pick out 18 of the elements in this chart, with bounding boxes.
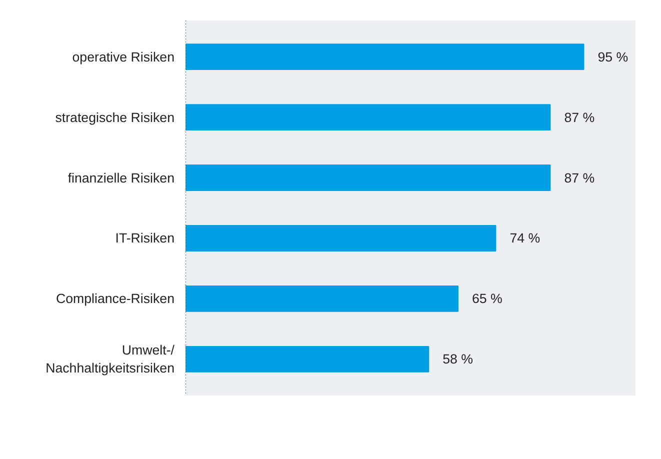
data-label: 87 %	[564, 110, 595, 125]
bar	[186, 286, 458, 312]
y-tick-label: finanzielle Risiken	[68, 170, 175, 186]
bar	[186, 225, 496, 252]
y-tick-label: Umwelt-/ Nachhaltigkeitsrisiken	[46, 342, 175, 376]
y-tick-label: IT-Risiken	[115, 230, 174, 246]
bar	[186, 164, 551, 191]
data-label: 87 %	[564, 170, 595, 186]
y-tick-label: Compliance-Risiken	[56, 291, 174, 306]
data-label: 74 %	[510, 230, 540, 246]
data-label: 95 %	[598, 49, 628, 64]
y-tick-label: strategische Risiken	[55, 110, 174, 125]
data-label: 65 %	[472, 291, 502, 306]
bar	[186, 44, 584, 70]
bar	[186, 346, 430, 372]
y-tick-label: operative Risiken	[72, 49, 174, 64]
bar	[186, 104, 551, 130]
data-label: 58 %	[442, 352, 474, 367]
